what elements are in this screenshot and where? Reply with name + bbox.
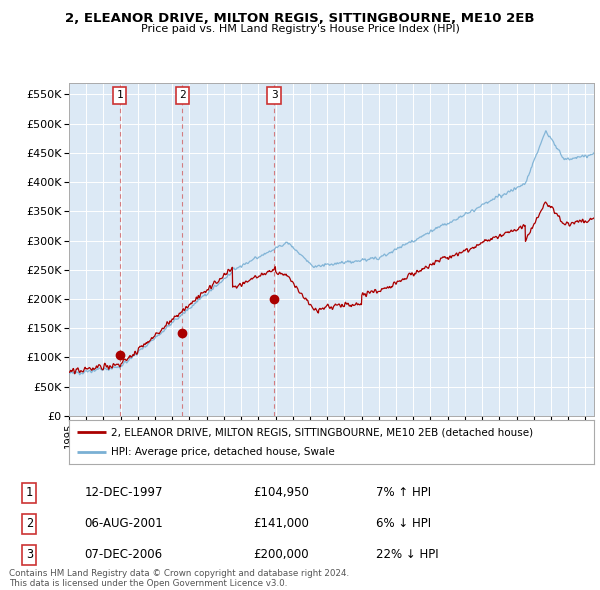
Text: 1: 1 bbox=[26, 486, 33, 499]
Text: £141,000: £141,000 bbox=[253, 517, 310, 530]
Text: Price paid vs. HM Land Registry's House Price Index (HPI): Price paid vs. HM Land Registry's House … bbox=[140, 24, 460, 34]
Text: 3: 3 bbox=[26, 548, 33, 561]
Text: 1: 1 bbox=[116, 90, 123, 100]
Text: 06-AUG-2001: 06-AUG-2001 bbox=[85, 517, 163, 530]
Text: 2: 2 bbox=[179, 90, 186, 100]
Text: 2, ELEANOR DRIVE, MILTON REGIS, SITTINGBOURNE, ME10 2EB (detached house): 2, ELEANOR DRIVE, MILTON REGIS, SITTINGB… bbox=[111, 427, 533, 437]
Text: HPI: Average price, detached house, Swale: HPI: Average price, detached house, Swal… bbox=[111, 447, 335, 457]
Text: £104,950: £104,950 bbox=[253, 486, 310, 499]
Text: £200,000: £200,000 bbox=[253, 548, 309, 561]
Text: 07-DEC-2006: 07-DEC-2006 bbox=[85, 548, 163, 561]
Text: 6% ↓ HPI: 6% ↓ HPI bbox=[376, 517, 431, 530]
Text: 7% ↑ HPI: 7% ↑ HPI bbox=[376, 486, 431, 499]
Text: Contains HM Land Registry data © Crown copyright and database right 2024.
This d: Contains HM Land Registry data © Crown c… bbox=[9, 569, 349, 588]
Text: 2: 2 bbox=[26, 517, 33, 530]
Text: 22% ↓ HPI: 22% ↓ HPI bbox=[376, 548, 438, 561]
Text: 3: 3 bbox=[271, 90, 278, 100]
Text: 12-DEC-1997: 12-DEC-1997 bbox=[85, 486, 163, 499]
Text: 2, ELEANOR DRIVE, MILTON REGIS, SITTINGBOURNE, ME10 2EB: 2, ELEANOR DRIVE, MILTON REGIS, SITTINGB… bbox=[65, 12, 535, 25]
